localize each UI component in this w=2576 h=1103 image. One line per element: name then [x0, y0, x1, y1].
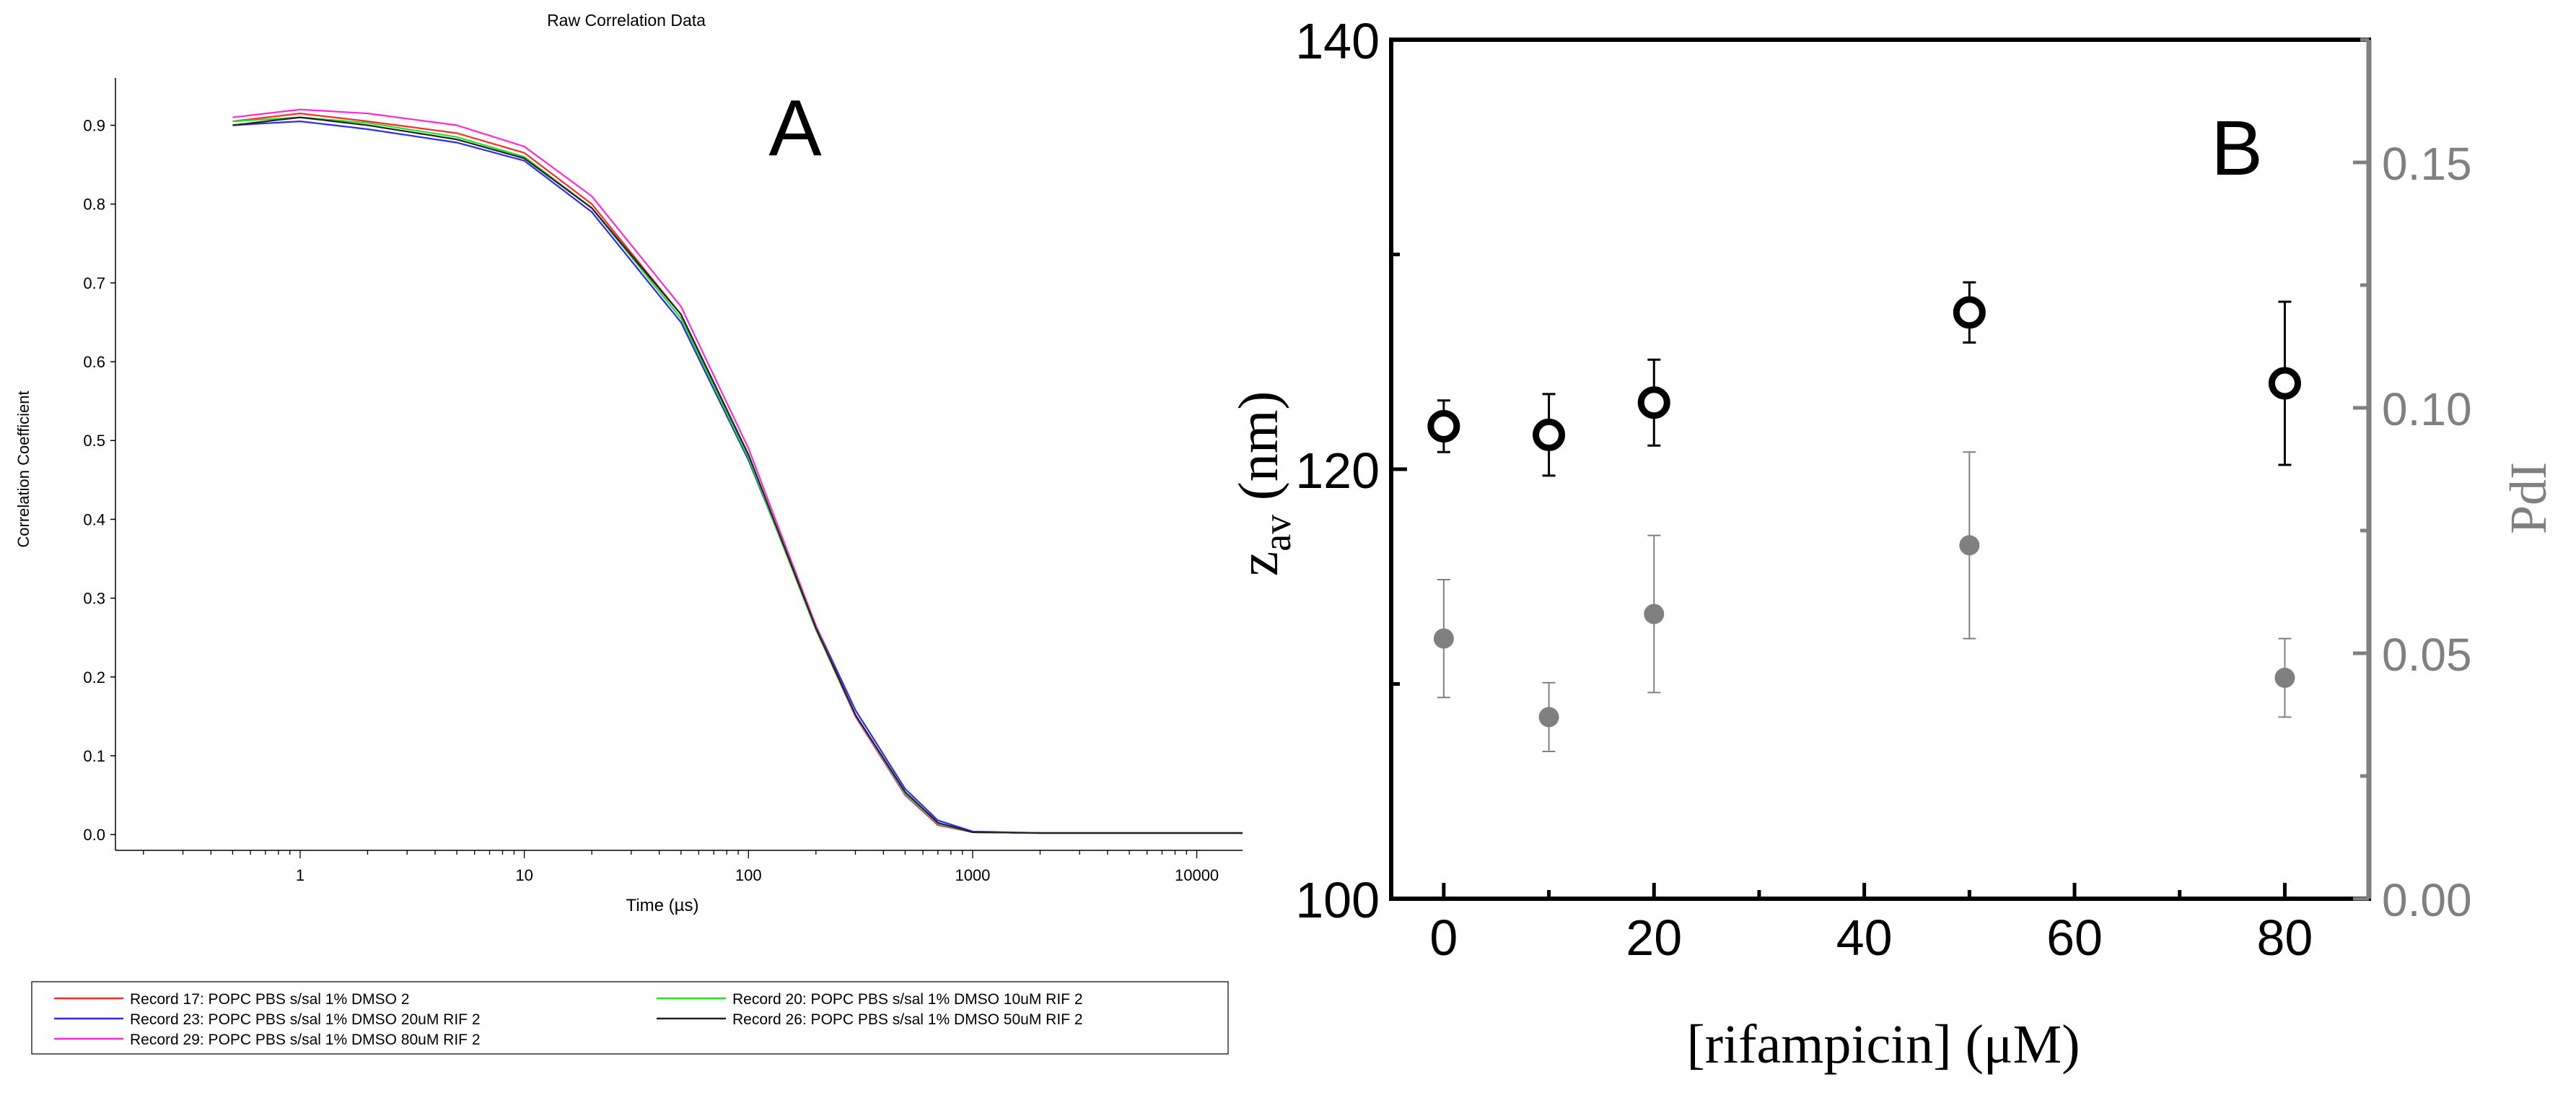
x-axis-ticks: 0 20 40 60 80: [1429, 883, 2313, 966]
series-line: [232, 120, 1243, 834]
x-tick-label: 60: [2046, 910, 2103, 966]
y-label-main: z: [1227, 552, 1289, 577]
panel-letter: A: [768, 84, 822, 173]
chart-title: Raw Correlation Data: [547, 11, 706, 30]
y-tick-label: 0.7: [83, 274, 105, 292]
right-y-tick-label: 0.05: [2382, 629, 2472, 681]
y-tick-label: 0.0: [83, 826, 105, 844]
x-tick-label: 1000: [955, 866, 990, 884]
series-line: [232, 108, 1243, 834]
pdi-point: [1644, 603, 1665, 624]
pdi-point: [1959, 535, 1980, 556]
y-tick-label: 0.8: [83, 196, 105, 214]
series-line: [232, 112, 1243, 834]
pdi-point: [2274, 668, 2295, 688]
legend-label: Record 23: POPC PBS s/sal 1% DMSO 20uM R…: [130, 1011, 481, 1028]
y-tick-label: 0.6: [83, 353, 105, 371]
legend-label: Record 20: POPC PBS s/sal 1% DMSO 10uM R…: [732, 991, 1083, 1008]
series-line: [232, 116, 1243, 834]
y-label-unit: (nm): [1227, 391, 1289, 515]
zav-point: [1427, 410, 1460, 442]
series-line: [232, 116, 1243, 834]
legend-label: Record 26: POPC PBS s/sal 1% DMSO 50uM R…: [732, 1011, 1083, 1028]
x-tick-label: 10000: [1175, 866, 1219, 884]
right-y-tick-label: 0.10: [2382, 383, 2472, 435]
zav-point: [1533, 418, 1566, 451]
y-tick-label: 0.5: [83, 432, 105, 450]
zav-point: [1953, 296, 1986, 329]
right-y-axis-label: PdI: [2500, 462, 2557, 534]
zav-point: [2268, 367, 2301, 400]
y-tick-label: 0.2: [83, 668, 105, 686]
x-tick-label: 20: [1626, 910, 1682, 966]
x-tick-label: 40: [1836, 910, 1893, 966]
x-tick-label: 10: [515, 866, 533, 884]
y-tick-label: 0.1: [83, 747, 105, 765]
panel-letter: B: [2211, 104, 2263, 191]
legend-box: [31, 981, 1229, 1055]
right-y-tick-label: 0.15: [2382, 138, 2472, 190]
legend-label: Record 17: POPC PBS s/sal 1% DMSO 2: [130, 991, 409, 1008]
x-tick-label: 100: [735, 866, 762, 884]
right-y-axis-ticks: 0.00 0.05 0.10 0.15: [2353, 38, 2472, 926]
x-axis-label: [rifampicin] (μM): [1686, 1014, 2080, 1075]
y-axis-label: Correlation Coefficient: [14, 391, 32, 547]
x-axis-label: Time (µs): [626, 896, 699, 915]
correlation-curves: [232, 108, 1243, 834]
left-y-tick-label: 140: [1295, 13, 1380, 69]
pdi-point: [1433, 628, 1454, 649]
zav-point: [1637, 386, 1670, 419]
pdi-point: [1538, 707, 1559, 728]
x-tick-label: 1: [296, 866, 305, 884]
y-tick-label: 0.9: [83, 117, 105, 135]
legend: Record 17: POPC PBS s/sal 1% DMSO 2 Recor…: [31, 981, 1229, 1055]
left-y-tick-label: 120: [1295, 442, 1380, 499]
left-y-tick-label: 100: [1295, 872, 1380, 928]
y-tick-label: 0.4: [83, 510, 105, 528]
panel-a-chart: Raw Correlation Data 0.00.10.20.30.40.50…: [14, 11, 1243, 1055]
y-label-subscript: av: [1256, 515, 1299, 552]
legend-label: Record 29: POPC PBS s/sal 1% DMSO 80uM R…: [130, 1032, 481, 1048]
y-tick-label: 0.3: [83, 590, 105, 608]
panel-b-chart: 100 120 140 0.00 0.05 0.10 0.15 0 20 40 60 80 B […: [1227, 13, 2557, 1075]
right-y-tick-label: 0.00: [2382, 874, 2472, 926]
x-tick-label: 80: [2257, 910, 2313, 966]
data-points: [1427, 281, 2301, 752]
x-axis-ticks: 1 10 100 1000 10000: [143, 850, 1219, 884]
left-y-axis-label: zav (nm): [1227, 391, 1299, 577]
y-axis-ticks: 0.0 0.1 0.2 0.3 0.4 0.5 0.6 0.7 0.8 0.9: [83, 117, 115, 844]
left-y-axis-ticks: 100 120 140: [1295, 13, 1407, 928]
x-tick-label: 0: [1429, 910, 1458, 966]
